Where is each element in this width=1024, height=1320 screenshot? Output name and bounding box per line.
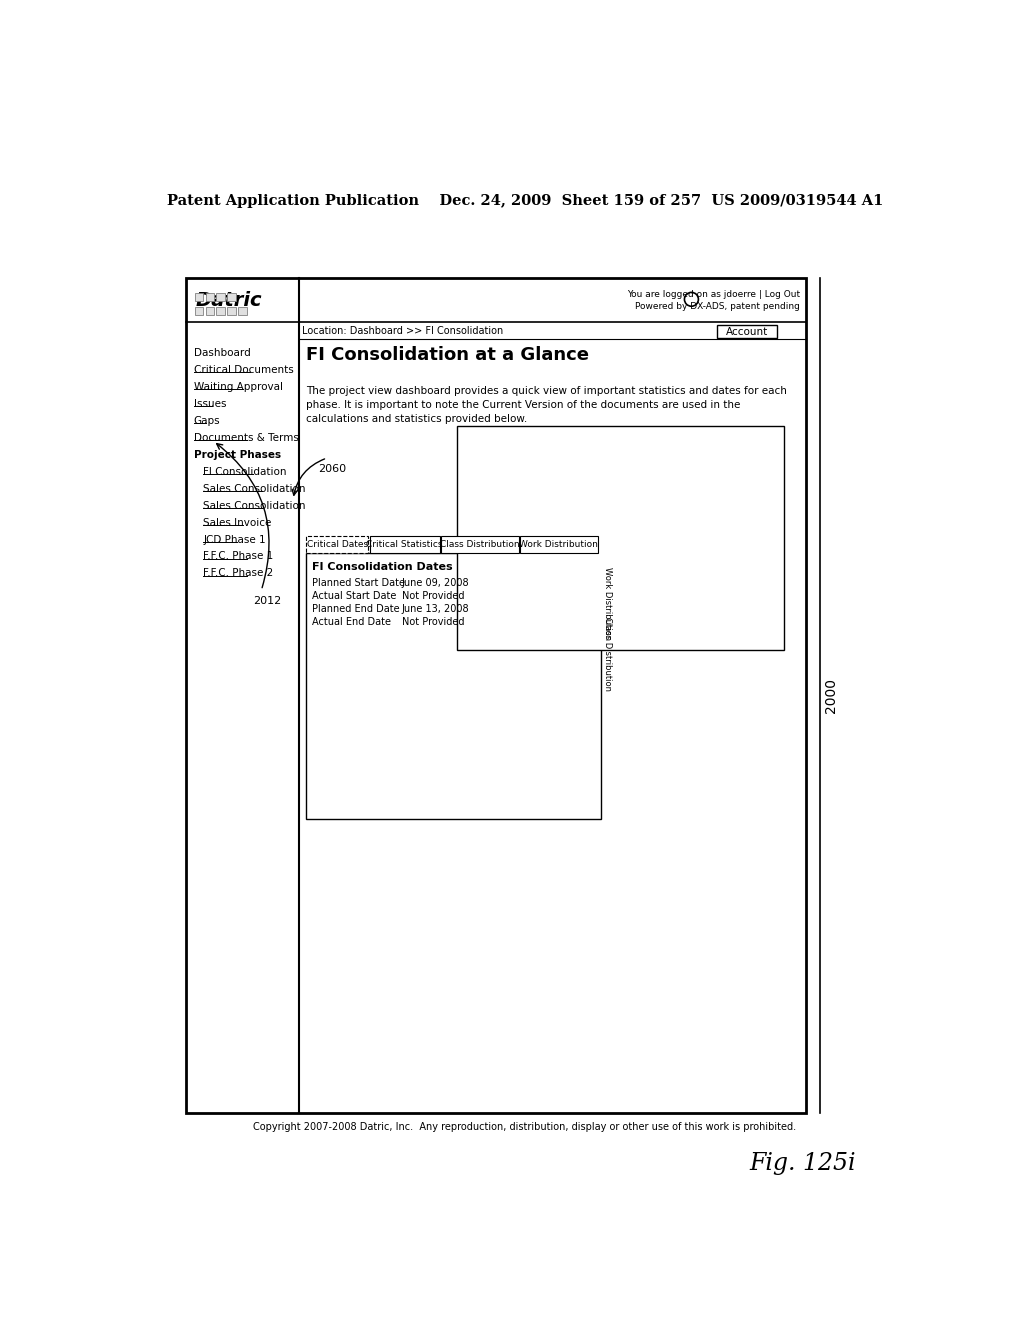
Bar bbox=[227, 308, 236, 314]
Text: Documents & Terms: Documents & Terms bbox=[194, 433, 299, 444]
Text: Sales Consolidation: Sales Consolidation bbox=[203, 483, 306, 494]
Text: Gaps: Gaps bbox=[194, 416, 220, 426]
Text: The project view dashboard provides a quick view of important statistics and dat: The project view dashboard provides a qu… bbox=[306, 385, 787, 424]
Text: Sales Invoice: Sales Invoice bbox=[203, 517, 271, 528]
Text: Patent Application Publication    Dec. 24, 2009  Sheet 159 of 257  US 2009/03195: Patent Application Publication Dec. 24, … bbox=[167, 194, 883, 207]
Text: Project Phases: Project Phases bbox=[194, 450, 281, 459]
Text: Actual Start Date: Actual Start Date bbox=[312, 591, 397, 601]
Text: Dashboard: Dashboard bbox=[194, 348, 251, 358]
Bar bbox=[186, 277, 806, 1113]
Bar bbox=[195, 308, 203, 314]
Text: Issues: Issues bbox=[194, 399, 226, 409]
Text: F.F.C. Phase 1: F.F.C. Phase 1 bbox=[203, 552, 273, 561]
Text: Not Provided: Not Provided bbox=[401, 616, 464, 627]
Bar bbox=[370, 536, 439, 553]
Text: Actual End Date: Actual End Date bbox=[312, 616, 391, 627]
Text: Waiting Approval: Waiting Approval bbox=[194, 381, 283, 392]
Bar bbox=[216, 308, 225, 314]
Bar bbox=[306, 553, 601, 818]
Text: Class Distribution: Class Distribution bbox=[603, 616, 612, 690]
Text: Critical Dates: Critical Dates bbox=[306, 540, 368, 549]
Text: Critical Documents: Critical Documents bbox=[194, 366, 294, 375]
Bar bbox=[206, 308, 214, 314]
Text: 2012: 2012 bbox=[253, 597, 282, 606]
Text: Planned End Date: Planned End Date bbox=[312, 603, 400, 614]
Text: Work Distribution: Work Distribution bbox=[519, 540, 598, 549]
Text: FI Consolidation Dates: FI Consolidation Dates bbox=[312, 562, 453, 573]
Text: Copyright 2007-2008 Datric, Inc.  Any reproduction, distribution, display or oth: Copyright 2007-2008 Datric, Inc. Any rep… bbox=[253, 1122, 797, 1133]
Text: Account: Account bbox=[726, 326, 768, 337]
Text: FI Consolidation at a Glance: FI Consolidation at a Glance bbox=[306, 346, 589, 364]
Bar bbox=[206, 293, 214, 301]
Text: Location: Dashboard >> FI Consolidation: Location: Dashboard >> FI Consolidation bbox=[302, 326, 504, 335]
Text: Not Provided: Not Provided bbox=[401, 591, 464, 601]
Text: FI Consolidation: FI Consolidation bbox=[203, 467, 287, 477]
Bar bbox=[717, 326, 777, 338]
Bar bbox=[195, 293, 203, 301]
Text: Planned Start Date: Planned Start Date bbox=[312, 578, 406, 587]
Text: Critical Statistics: Critical Statistics bbox=[367, 540, 443, 549]
Text: Sales Consolidation: Sales Consolidation bbox=[203, 500, 306, 511]
Bar bbox=[441, 536, 518, 553]
Bar bbox=[520, 536, 598, 553]
Text: 2060: 2060 bbox=[317, 463, 346, 474]
Bar bbox=[306, 536, 369, 553]
Text: 2000: 2000 bbox=[824, 677, 838, 713]
Bar bbox=[458, 426, 784, 649]
Bar bbox=[238, 308, 247, 314]
Text: Class Distribution: Class Distribution bbox=[440, 540, 519, 549]
Text: June 13, 2008: June 13, 2008 bbox=[401, 603, 469, 614]
Text: F.F.C. Phase 2: F.F.C. Phase 2 bbox=[203, 569, 273, 578]
Text: June 09, 2008: June 09, 2008 bbox=[401, 578, 469, 587]
Bar bbox=[227, 293, 236, 301]
Text: You are logged on as jdoerre | Log Out
Powered by DX-ADS, patent pending: You are logged on as jdoerre | Log Out P… bbox=[627, 290, 800, 312]
Text: Datric: Datric bbox=[196, 292, 262, 310]
Bar bbox=[216, 293, 225, 301]
Text: Work Distribution: Work Distribution bbox=[603, 566, 612, 640]
Text: Fig. 125i: Fig. 125i bbox=[749, 1152, 855, 1175]
Text: JCD Phase 1: JCD Phase 1 bbox=[203, 535, 266, 545]
